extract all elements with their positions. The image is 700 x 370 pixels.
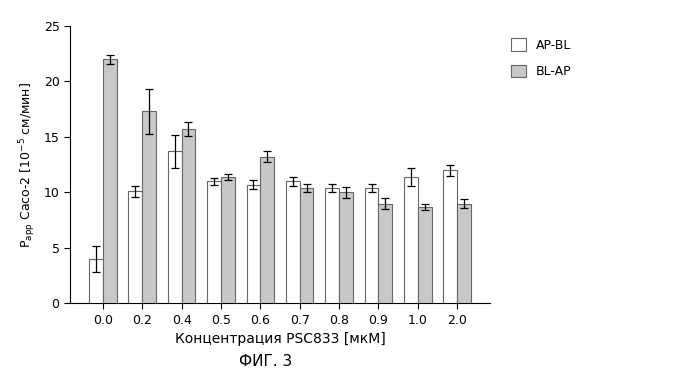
Bar [181, 129, 195, 303]
Legend: AP-BL, BL-AP: AP-BL, BL-AP [505, 32, 578, 84]
Bar [418, 207, 431, 303]
Bar [339, 192, 353, 303]
Y-axis label: P$_{\rm app}$ Caco-2 [10$^{-5}$ см/мин]: P$_{\rm app}$ Caco-2 [10$^{-5}$ см/мин] [18, 82, 38, 248]
Bar [379, 204, 392, 303]
X-axis label: Концентрация PSC833 [мкМ]: Концентрация PSC833 [мкМ] [174, 332, 386, 346]
Bar [286, 181, 300, 303]
Text: ФИГ. 3: ФИГ. 3 [239, 354, 293, 369]
Bar [443, 170, 457, 303]
Bar [129, 191, 142, 303]
Bar [365, 188, 379, 303]
Bar [207, 181, 221, 303]
Bar [326, 188, 339, 303]
Bar [404, 177, 418, 303]
Bar [457, 204, 471, 303]
Bar [246, 185, 260, 303]
Bar [103, 59, 117, 303]
Bar [89, 259, 103, 303]
Bar [142, 111, 156, 303]
Bar [300, 188, 314, 303]
Bar [221, 177, 234, 303]
Bar [260, 157, 274, 303]
Bar [168, 151, 181, 303]
